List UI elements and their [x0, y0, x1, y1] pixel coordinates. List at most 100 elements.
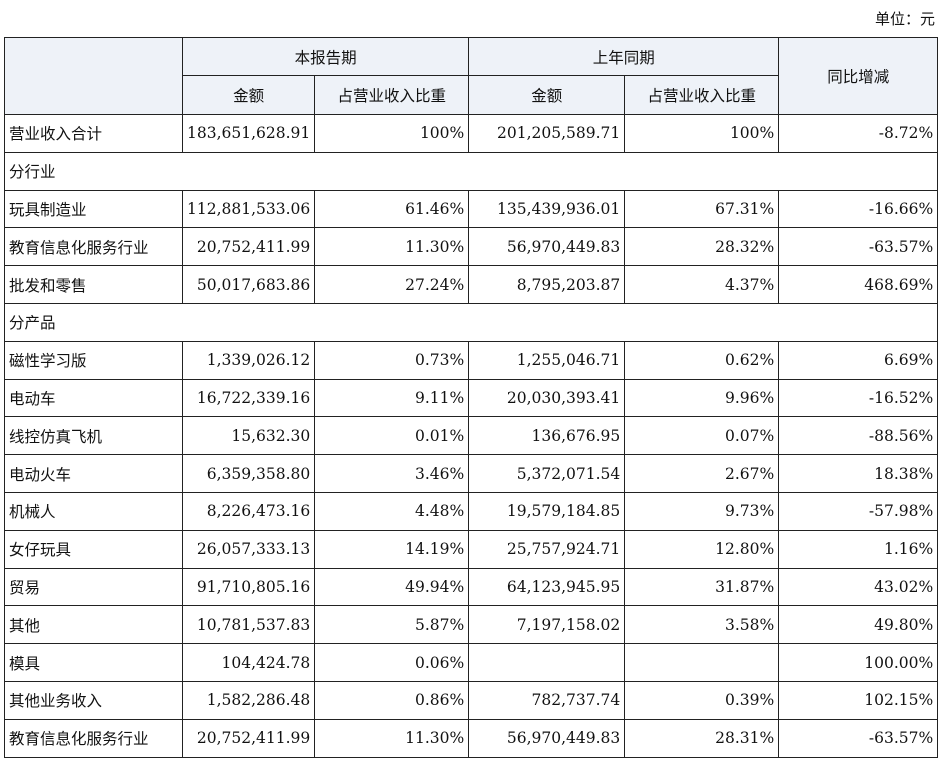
prior-share-cell: 9.96% [624, 378, 780, 418]
current-share-cell: 9.11% [314, 378, 470, 418]
yoy-change-cell: 18.38% [778, 454, 939, 493]
row-label: 机械人 [4, 491, 183, 531]
section-label: 分行业 [3, 151, 939, 191]
header-prior-share: 占营业收入比重 [624, 75, 780, 115]
prior-share-cell: 2.67% [624, 454, 780, 493]
prior-share-cell: 0.62% [624, 340, 780, 380]
table-row: 教育信息化服务行业 20,752,411.99 11.30% 56,970,449.8… [4, 227, 939, 267]
prior-share-cell: 28.32% [624, 227, 780, 267]
row-label: 模具 [4, 643, 183, 682]
prior-share-cell: 0.39% [624, 680, 780, 720]
current-share-cell: 0.01% [314, 416, 470, 456]
table-row: 其他 10,781,537.83 5.87% 7,197,158.02 3.58% 49.… [4, 605, 939, 645]
row-label: 贸易 [4, 567, 183, 607]
table-row: 营业收入合计 183,651,628.91 100% 201,205,589.71 10… [4, 114, 939, 153]
prior-amount-cell: 5,372,071.54 [468, 454, 626, 493]
current-amount-cell: 50,017,683.86 [181, 265, 316, 304]
section-label: 分产品 [3, 302, 939, 342]
yoy-change-cell: -63.57% [778, 718, 939, 758]
yoy-change-cell: -8.72% [778, 114, 939, 153]
prior-share-cell: 9.73% [624, 491, 780, 531]
prior-share-cell: 3.58% [624, 605, 780, 645]
section-row: 分产品 [3, 302, 939, 342]
current-share-cell: 100% [314, 114, 470, 153]
current-share-cell: 11.30% [314, 227, 470, 267]
row-label: 其他业务收入 [4, 680, 183, 720]
current-share-cell: 3.46% [314, 454, 470, 493]
current-amount-cell: 6,359,358.80 [181, 454, 316, 493]
prior-share-cell: 0.07% [624, 416, 780, 456]
current-share-cell: 5.87% [314, 605, 470, 645]
table-row: 电动火车 6,359,358.80 3.46% 5,372,071.54 2.67% 18… [4, 454, 939, 493]
prior-amount-cell: 7,197,158.02 [468, 605, 626, 645]
table-row: 女仔玩具 26,057,333.13 14.19% 25,757,924.71 12.8… [4, 529, 939, 569]
current-share-cell: 0.73% [314, 340, 470, 380]
prior-share-cell: 31.87% [624, 567, 780, 607]
prior-share-cell: 12.80% [624, 529, 780, 569]
header-corner-cell [4, 37, 183, 115]
yoy-change-cell: 1.16% [778, 529, 939, 569]
prior-amount-cell: 8,795,203.87 [468, 265, 626, 304]
prior-share-cell: 67.31% [624, 189, 780, 229]
current-share-cell: 61.46% [314, 189, 470, 229]
row-label: 批发和零售 [4, 265, 183, 304]
header-current-share: 占营业收入比重 [314, 75, 470, 115]
current-share-cell: 49.94% [314, 567, 470, 607]
table-row: 玩具制造业 112,881,533.06 61.46% 135,439,936.01 6… [4, 189, 939, 229]
header-row-top: 本报告期 上年同期 同比增减 [4, 37, 939, 115]
prior-amount-cell: 136,676.95 [468, 416, 626, 456]
current-amount-cell: 91,710,805.16 [181, 567, 316, 607]
section-row: 分行业 [3, 151, 939, 191]
unit-label: 单位：元 [874, 10, 935, 28]
prior-amount-cell: 20,030,393.41 [468, 378, 626, 418]
row-label: 玩具制造业 [4, 189, 183, 229]
yoy-change-cell: -57.98% [778, 491, 939, 531]
current-amount-cell: 8,226,473.16 [181, 491, 316, 531]
current-amount-cell: 112,881,533.06 [181, 189, 316, 229]
yoy-change-cell: 6.69% [778, 340, 939, 380]
header-yoy-change: 同比增减 [778, 37, 939, 115]
header-prior-amount: 金额 [468, 75, 626, 115]
row-label: 电动车 [4, 378, 183, 418]
revenue-breakdown-table: 本报告期 上年同期 同比增减 金额 占营业收入比重 金额 占营业收入比重 营业收… [3, 37, 939, 758]
current-amount-cell: 20,752,411.99 [181, 227, 316, 267]
current-amount-cell: 183,651,628.91 [181, 114, 316, 153]
current-amount-cell: 104,424.78 [181, 643, 316, 682]
current-amount-cell: 1,339,026.12 [181, 340, 316, 380]
header-row-sub: 金额 占营业收入比重 金额 占营业收入比重 [5, 75, 938, 115]
current-share-cell: 11.30% [314, 718, 470, 758]
current-amount-cell: 26,057,333.13 [181, 529, 316, 569]
table-row: 其他业务收入 1,582,286.48 0.86% 782,737.74 0.39% 10… [4, 680, 939, 720]
row-label: 女仔玩具 [4, 529, 183, 569]
table-row: 机械人 8,226,473.16 4.48% 19,579,184.85 9.73% -5… [4, 491, 939, 531]
table-row: 批发和零售 50,017,683.86 27.24% 8,795,203.87 4.37… [4, 265, 939, 304]
prior-amount-cell: 19,579,184.85 [468, 491, 626, 531]
prior-share-cell: 4.37% [624, 265, 780, 304]
prior-amount-cell [468, 643, 626, 682]
row-label: 教育信息化服务行业 [4, 718, 183, 758]
prior-amount-cell: 25,757,924.71 [468, 529, 626, 569]
header-current-amount: 金额 [181, 75, 316, 115]
current-share-cell: 4.48% [314, 491, 470, 531]
prior-amount-cell: 64,123,945.95 [468, 567, 626, 607]
current-amount-cell: 20,752,411.99 [181, 718, 316, 758]
header-current-period: 本报告期 [181, 37, 470, 76]
yoy-change-cell: -88.56% [778, 416, 939, 456]
prior-amount-cell: 56,970,449.83 [468, 227, 626, 267]
table-row: 电动车 16,722,339.16 9.11% 20,030,393.41 9.96% -… [4, 378, 939, 418]
row-label: 教育信息化服务行业 [4, 227, 183, 267]
yoy-change-cell: 43.02% [778, 567, 939, 607]
yoy-change-cell: 49.80% [778, 605, 939, 645]
current-share-cell: 14.19% [314, 529, 470, 569]
current-amount-cell: 1,582,286.48 [181, 680, 316, 720]
yoy-change-cell: 102.15% [778, 680, 939, 720]
prior-amount-cell: 782,737.74 [468, 680, 626, 720]
prior-amount-cell: 56,970,449.83 [468, 718, 626, 758]
current-share-cell: 0.06% [314, 643, 470, 682]
current-amount-cell: 16,722,339.16 [181, 378, 316, 418]
table-row: 贸易 91,710,805.16 49.94% 64,123,945.95 31.87%… [4, 567, 939, 607]
current-amount-cell: 15,632.30 [181, 416, 316, 456]
yoy-change-cell: 100.00% [778, 643, 939, 682]
table-row: 教育信息化服务行业 20,752,411.99 11.30% 56,970,449.8… [4, 718, 939, 758]
prior-amount-cell: 201,205,589.71 [468, 114, 626, 153]
